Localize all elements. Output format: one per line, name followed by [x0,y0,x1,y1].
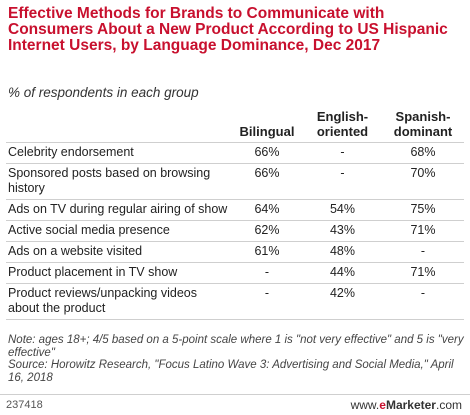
cell-value: 42% [303,283,382,320]
brand-prefix: www. [350,398,380,412]
cell-value: - [231,262,303,284]
brand-name: Marketer [385,398,436,412]
notes: Note: ages 18+; 4/5 based on a 5-point s… [8,334,464,384]
cell-value: - [231,283,303,320]
cell-value: 66% [231,142,303,164]
table-row: Ads on a website visited 61% 48% - [6,241,464,263]
cell-value: 61% [231,241,303,263]
cell-value: 68% [382,142,464,164]
table-row: Ads on TV during regular airing of show 6… [6,199,464,221]
cell-value: 44% [303,262,382,284]
row-label: Product reviews/unpacking videos about t… [6,283,231,320]
chart-subtitle: % of respondents in each group [8,85,199,100]
cell-value: 62% [231,220,303,242]
brand-suffix: .com [435,398,462,412]
cell-value: - [303,142,382,164]
table-row: Celebrity endorsement 66% -68% [6,142,464,164]
header-spanish-dominant: Spanish-dominant [393,109,453,139]
row-label: Active social media presence [6,220,231,242]
cell-value: 43% [303,220,382,242]
cell-value: 71% [382,220,464,242]
row-label: Product placement in TV show [6,262,231,284]
emarketer-logo: www.eMarketer.com [351,398,462,412]
table-row: Product placement in TV show -44% 71% [6,262,464,284]
brand-e: e [379,398,386,412]
cell-value: - [303,163,382,200]
chart-title: Effective Methods for Brands to Communic… [8,5,448,54]
header-english-oriented: English-oriented [316,109,369,139]
cell-value: - [382,283,464,320]
table-row: Product reviews/unpacking videos about t… [6,283,464,320]
data-table: Bilingual English-oriented Spanish-domin… [6,109,464,320]
cell-value: 54% [303,199,382,221]
header-bilingual: Bilingual [239,124,295,139]
cell-value: 71% [382,262,464,284]
cell-value: 64% [231,199,303,221]
row-label: Celebrity endorsement [6,142,231,164]
source-text: Source: Horowitz Research, "Focus Latino… [8,359,454,384]
header-blank [6,109,231,143]
note-text: Note: ages 18+; 4/5 based on a 5-point s… [8,334,464,359]
cell-value: 66% [231,163,303,200]
chart-id: 237418 [6,399,43,411]
table-body: Celebrity endorsement 66% -68% Sponsored po… [6,142,464,320]
table-row: Active social media presence 62% 43% 71% [6,220,464,242]
footer-divider [0,394,470,395]
row-label: Sponsored posts based on browsing histor… [6,163,231,200]
cell-value: 70% [382,163,464,200]
row-label: Ads on TV during regular airing of show [6,199,231,221]
header-row: Bilingual English-oriented Spanish-domin… [6,109,464,143]
row-label: Ads on a website visited [6,241,231,263]
cell-value: - [382,241,464,263]
cell-value: 75% [382,199,464,221]
cell-value: 48% [303,241,382,263]
table-row: Sponsored posts based on browsing histor… [6,163,464,200]
